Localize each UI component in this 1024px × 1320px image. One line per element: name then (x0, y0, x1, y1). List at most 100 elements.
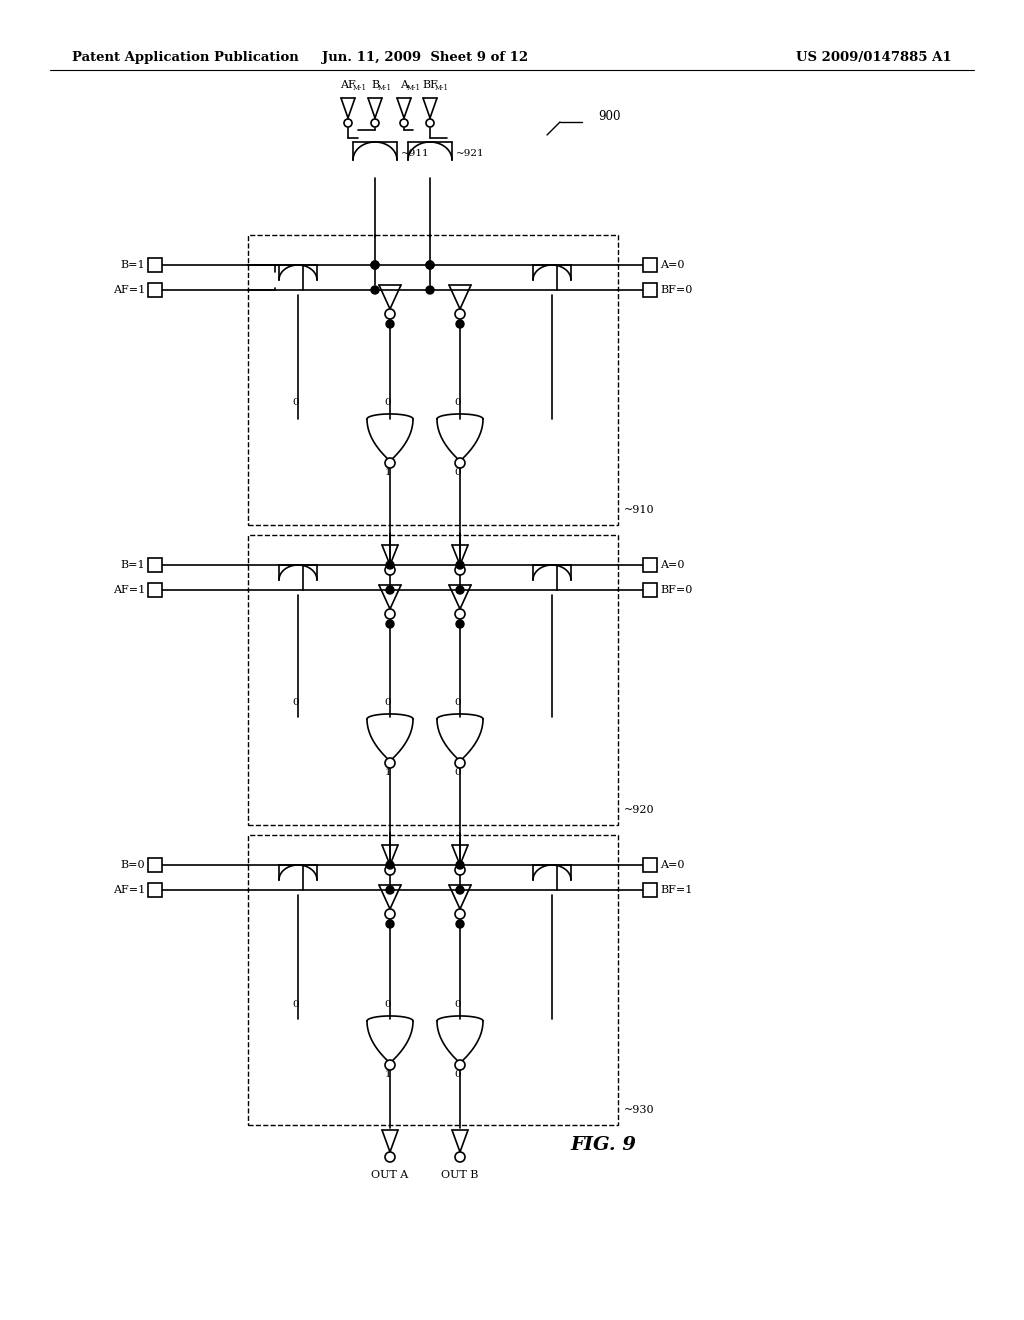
Text: 0: 0 (385, 698, 391, 708)
Bar (248, 235, 618, 525)
Circle shape (456, 586, 464, 594)
Circle shape (386, 319, 394, 327)
Text: 0: 0 (455, 1001, 462, 1008)
Circle shape (371, 119, 379, 127)
Text: BF=0: BF=0 (660, 585, 692, 595)
Circle shape (385, 909, 395, 919)
Text: A=0: A=0 (660, 560, 684, 570)
Circle shape (371, 261, 379, 269)
Text: 0: 0 (455, 698, 462, 708)
Text: M-1: M-1 (378, 84, 391, 92)
Text: 1: 1 (385, 1071, 391, 1078)
Circle shape (455, 458, 465, 469)
Circle shape (385, 758, 395, 768)
Circle shape (385, 609, 395, 619)
Text: 0: 0 (385, 1001, 391, 1008)
Text: AF=1: AF=1 (113, 884, 145, 895)
Circle shape (456, 620, 464, 628)
Text: ~921: ~921 (456, 149, 484, 158)
Circle shape (385, 1152, 395, 1162)
Text: BF: BF (422, 81, 438, 90)
Circle shape (385, 565, 395, 576)
Circle shape (455, 565, 465, 576)
Text: A: A (400, 81, 408, 90)
Text: AF=1: AF=1 (113, 585, 145, 595)
Circle shape (400, 119, 408, 127)
Circle shape (426, 119, 434, 127)
Circle shape (456, 861, 464, 869)
Text: BF=1: BF=1 (660, 884, 692, 895)
Text: 0: 0 (293, 399, 299, 407)
Circle shape (455, 909, 465, 919)
Text: 0: 0 (455, 469, 462, 477)
Text: US 2009/0147885 A1: US 2009/0147885 A1 (797, 51, 952, 65)
Circle shape (456, 561, 464, 569)
Text: M-1: M-1 (435, 84, 449, 92)
Circle shape (455, 609, 465, 619)
Text: B: B (371, 81, 379, 90)
Circle shape (386, 561, 394, 569)
Circle shape (426, 261, 434, 269)
Circle shape (385, 458, 395, 469)
Text: 900: 900 (598, 111, 621, 124)
Circle shape (385, 309, 395, 319)
Text: B=1: B=1 (121, 560, 145, 570)
Circle shape (455, 309, 465, 319)
Text: AF: AF (340, 81, 356, 90)
Circle shape (455, 1152, 465, 1162)
Text: B=0: B=0 (121, 861, 145, 870)
Bar (643, 883, 657, 898)
Text: ~911: ~911 (401, 149, 430, 158)
Text: A=0: A=0 (660, 861, 684, 870)
Bar (148, 257, 162, 272)
Text: OUT B: OUT B (441, 1170, 478, 1180)
Text: 0: 0 (455, 1071, 462, 1078)
Circle shape (426, 261, 434, 269)
Circle shape (371, 261, 379, 269)
Circle shape (426, 286, 434, 294)
Text: ~930: ~930 (624, 1105, 654, 1115)
Circle shape (455, 1060, 465, 1071)
Circle shape (456, 319, 464, 327)
Circle shape (456, 886, 464, 894)
Bar (643, 858, 657, 873)
Text: BF=0: BF=0 (660, 285, 692, 294)
Bar (148, 583, 162, 597)
Bar (248, 836, 618, 1125)
Bar (148, 883, 162, 898)
Text: 0: 0 (455, 399, 462, 407)
Circle shape (386, 861, 394, 869)
Text: FIG. 9: FIG. 9 (570, 1137, 636, 1154)
Circle shape (386, 620, 394, 628)
Text: AF=1: AF=1 (113, 285, 145, 294)
Text: 1: 1 (385, 768, 391, 777)
Bar (148, 558, 162, 572)
Circle shape (455, 758, 465, 768)
Text: ~910: ~910 (624, 506, 654, 515)
Bar (148, 858, 162, 873)
Text: ~920: ~920 (624, 805, 654, 814)
Circle shape (371, 286, 379, 294)
Circle shape (386, 886, 394, 894)
Circle shape (385, 1060, 395, 1071)
Circle shape (456, 920, 464, 928)
Circle shape (344, 119, 352, 127)
Bar (643, 257, 657, 272)
Text: 0: 0 (385, 399, 391, 407)
Text: B=1: B=1 (121, 260, 145, 271)
Text: A=0: A=0 (660, 260, 684, 271)
Circle shape (386, 920, 394, 928)
Text: Jun. 11, 2009  Sheet 9 of 12: Jun. 11, 2009 Sheet 9 of 12 (322, 51, 528, 65)
Circle shape (386, 586, 394, 594)
Circle shape (385, 865, 395, 875)
Bar (643, 282, 657, 297)
Bar (148, 282, 162, 297)
Bar (248, 535, 618, 825)
Text: 0: 0 (293, 698, 299, 708)
Text: 0: 0 (455, 768, 462, 777)
Text: 1: 1 (385, 469, 391, 477)
Circle shape (455, 865, 465, 875)
Bar (643, 583, 657, 597)
Text: M-1: M-1 (407, 84, 421, 92)
Text: M-1: M-1 (353, 84, 367, 92)
